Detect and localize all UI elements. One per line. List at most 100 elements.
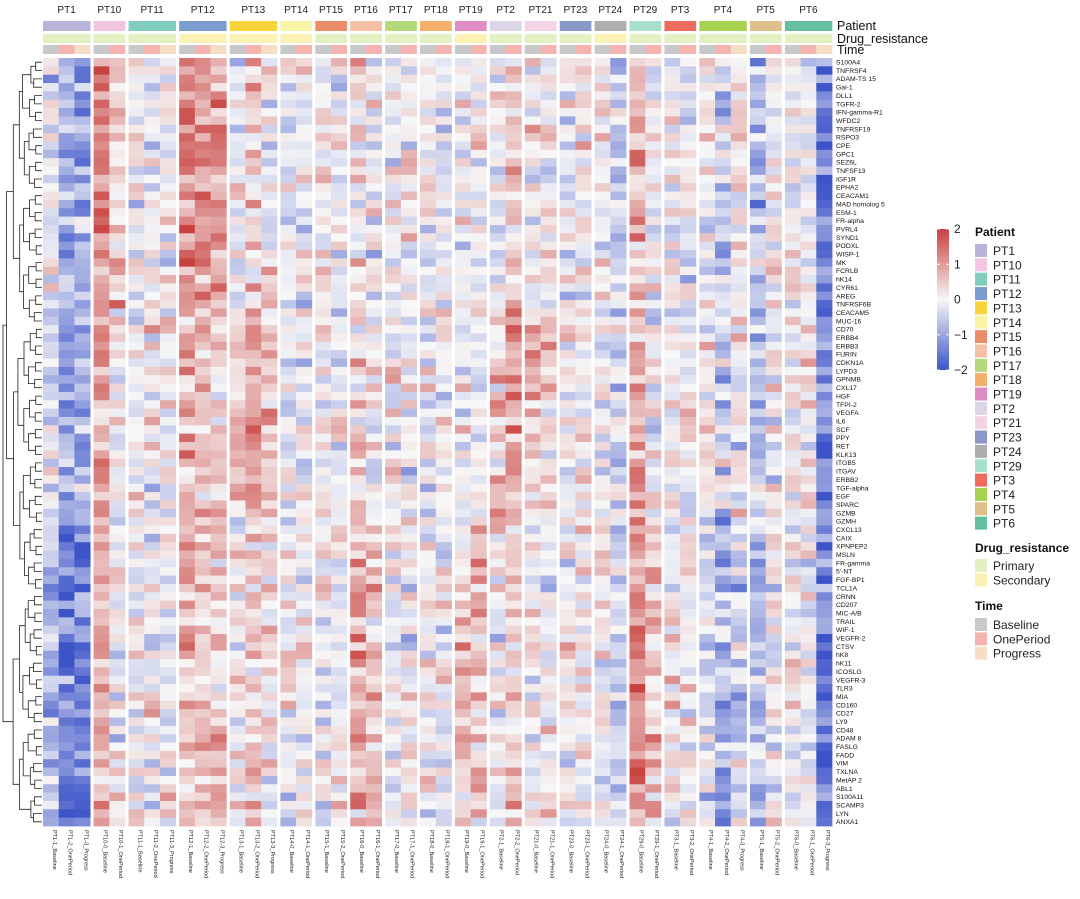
- heatmap-cell: [435, 792, 452, 802]
- heatmap-cell: [629, 450, 646, 460]
- heatmap-cell: [400, 467, 417, 476]
- sample-column-label: PT3-2_OnePeriod: [688, 830, 694, 875]
- heatmap-cell: [109, 592, 126, 602]
- heatmap-cell: [58, 341, 75, 351]
- dendrogram-branch: [6, 191, 14, 460]
- heatmap-cell: [489, 800, 506, 810]
- heatmap-cell: [699, 383, 716, 393]
- heatmap-cell: [365, 575, 383, 585]
- heatmap-cell: [159, 108, 177, 117]
- heatmap-cell: [109, 533, 126, 543]
- heatmap-cell: [350, 567, 367, 576]
- heatmap-cell: [800, 567, 817, 576]
- heatmap-cell: [816, 316, 833, 326]
- heatmap-cell: [435, 416, 452, 426]
- heatmap-cell: [159, 383, 177, 393]
- heatmap-cell: [664, 759, 681, 768]
- heatmap-cell: [261, 391, 278, 401]
- heatmap-cell: [524, 533, 541, 543]
- heatmap-cell: [128, 224, 145, 234]
- heatmap-cell: [93, 608, 110, 618]
- heatmap-cell: [749, 475, 767, 485]
- heatmap-cell: [454, 659, 472, 668]
- legend-swatch-patient: [975, 258, 987, 272]
- heatmap-cell: [261, 684, 278, 693]
- heatmap-cell: [749, 725, 767, 735]
- gene-row-label: GZMB: [836, 510, 856, 517]
- heatmap-cell: [749, 533, 767, 543]
- heatmap-cell: [524, 350, 541, 359]
- heatmap-cell: [715, 600, 732, 610]
- heatmap-cell: [816, 442, 833, 451]
- heatmap-cell: [730, 333, 747, 343]
- heatmap-cell: [43, 66, 60, 76]
- heatmap-cell: [629, 58, 646, 67]
- heatmap-cell: [159, 133, 177, 142]
- heatmap-cell: [331, 208, 348, 218]
- heatmap-cell: [699, 233, 716, 243]
- heatmap-cell: [715, 83, 732, 92]
- heatmap-cell: [261, 266, 278, 276]
- heatmap-cell: [594, 308, 611, 318]
- heatmap-cell: [93, 500, 110, 510]
- heatmap-cell: [245, 659, 262, 668]
- heatmap-cell: [610, 358, 627, 368]
- heatmap-cell: [540, 792, 557, 802]
- heatmap-cell: [93, 141, 110, 151]
- heatmap-cell: [505, 575, 522, 585]
- heatmap-cell: [420, 742, 437, 752]
- heatmap-cell: [594, 525, 611, 535]
- heatmap-cell: [575, 692, 592, 702]
- heatmap-cell: [664, 283, 681, 293]
- heatmap-cell: [315, 350, 332, 359]
- heatmap-cell: [93, 508, 110, 518]
- heatmap-cell: [730, 525, 747, 535]
- heatmap-cell: [331, 366, 348, 376]
- heatmap-cell: [749, 508, 767, 518]
- heatmap-cell: [420, 458, 437, 468]
- heatmap-cell: [765, 425, 782, 435]
- heatmap-cell: [664, 709, 681, 718]
- time-annotation-cell: [144, 45, 161, 54]
- heatmap-cell: [524, 717, 541, 727]
- heatmap-cell: [128, 400, 145, 410]
- heatmap-cell: [331, 416, 348, 426]
- heatmap-cell: [730, 258, 747, 268]
- heatmap-cell: [128, 66, 145, 76]
- heatmap-cell: [144, 525, 161, 535]
- legend-label-drug-resistance: Secondary: [993, 573, 1050, 587]
- heatmap-cell: [144, 191, 161, 201]
- heatmap-cell: [93, 775, 110, 785]
- heatmap-cell: [400, 141, 417, 151]
- patient-annotation-cell: [93, 21, 110, 31]
- heatmap-cell: [489, 759, 506, 768]
- patient-column-label: PT6: [799, 5, 818, 16]
- heatmap-cell: [331, 617, 348, 627]
- heatmap-cell: [400, 500, 417, 510]
- heatmap-cell: [730, 124, 747, 134]
- heatmap-cell: [664, 74, 681, 84]
- heatmap-cell: [144, 709, 161, 718]
- heatmap-cell: [699, 525, 716, 535]
- heatmap-cell: [505, 467, 522, 476]
- heatmap-cell: [524, 675, 541, 685]
- heatmap-cell: [385, 775, 402, 785]
- heatmap-cell: [365, 717, 383, 727]
- heatmap-cell: [610, 500, 627, 510]
- heatmap-cell: [435, 58, 452, 67]
- heatmap-cell: [749, 224, 767, 234]
- heatmap-cell: [699, 809, 716, 819]
- sample-column-label: PT23-1_OnePeriod: [583, 830, 589, 878]
- heatmap-cell: [331, 759, 348, 768]
- heatmap-cell: [699, 266, 716, 276]
- heatmap-cell: [629, 483, 646, 493]
- heatmap-cell: [385, 250, 402, 259]
- heatmap-cell: [540, 608, 557, 618]
- heatmap-cell: [331, 108, 348, 117]
- heatmap-cell: [470, 634, 487, 643]
- heatmap-cell: [524, 742, 541, 752]
- heatmap-cell: [159, 467, 177, 476]
- heatmap-cell: [715, 500, 732, 510]
- heatmap-cell: [159, 700, 177, 710]
- patient-column-label: PT1: [57, 5, 76, 16]
